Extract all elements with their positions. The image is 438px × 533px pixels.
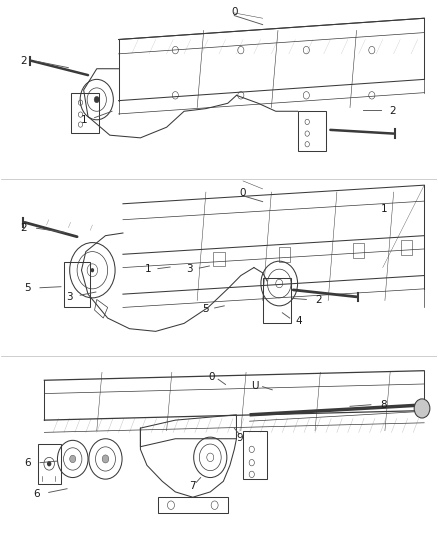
Bar bbox=[64, 262, 90, 308]
Bar bbox=[297, 111, 326, 151]
Text: 2: 2 bbox=[389, 106, 396, 116]
Text: 3: 3 bbox=[186, 264, 193, 273]
Bar bbox=[263, 278, 291, 324]
Bar bbox=[38, 444, 60, 484]
Text: 9: 9 bbox=[237, 433, 243, 443]
Text: 1: 1 bbox=[145, 264, 151, 273]
Circle shape bbox=[47, 461, 51, 466]
Circle shape bbox=[70, 455, 76, 463]
Bar bbox=[213, 252, 225, 266]
Text: 1: 1 bbox=[81, 115, 88, 125]
Bar bbox=[71, 93, 99, 133]
Bar bbox=[401, 240, 413, 255]
Circle shape bbox=[94, 96, 99, 103]
Circle shape bbox=[414, 399, 430, 418]
Text: 3: 3 bbox=[67, 292, 73, 302]
Text: U: U bbox=[251, 381, 259, 391]
Text: 6: 6 bbox=[33, 489, 40, 499]
Text: 5: 5 bbox=[202, 304, 208, 314]
Text: 0: 0 bbox=[231, 7, 237, 18]
Bar bbox=[279, 247, 290, 262]
Text: 2: 2 bbox=[20, 223, 27, 233]
Text: 0: 0 bbox=[240, 188, 246, 198]
Circle shape bbox=[102, 455, 109, 463]
Text: 8: 8 bbox=[381, 400, 387, 410]
Text: 5: 5 bbox=[25, 283, 31, 293]
Bar bbox=[243, 431, 267, 479]
Text: 7: 7 bbox=[189, 481, 195, 490]
Text: 2: 2 bbox=[20, 56, 27, 66]
Bar bbox=[353, 243, 364, 258]
Text: 0: 0 bbox=[208, 372, 214, 382]
Text: 2: 2 bbox=[315, 295, 322, 305]
Circle shape bbox=[91, 268, 94, 272]
Text: 6: 6 bbox=[25, 458, 31, 467]
Text: 4: 4 bbox=[295, 316, 302, 326]
Text: 1: 1 bbox=[381, 204, 387, 214]
